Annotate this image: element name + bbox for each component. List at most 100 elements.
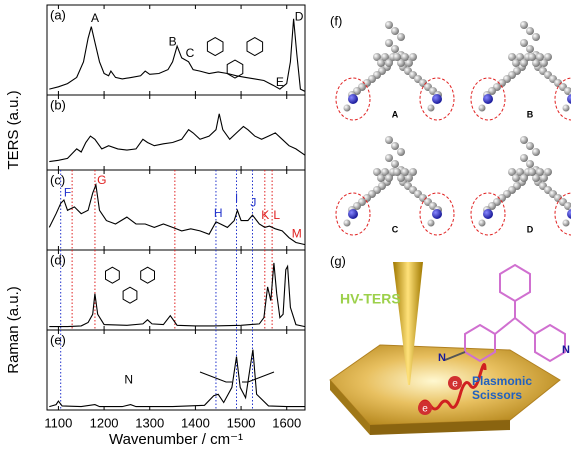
atom bbox=[409, 168, 417, 176]
x-tick-label: 1300 bbox=[135, 415, 164, 430]
spectrum-line bbox=[49, 113, 306, 163]
atom bbox=[508, 53, 516, 61]
substrate-edge bbox=[370, 420, 510, 435]
atom bbox=[536, 53, 544, 61]
structure-label: C bbox=[392, 224, 399, 234]
atom bbox=[381, 53, 389, 61]
atom bbox=[520, 136, 528, 144]
peak-label: G bbox=[97, 173, 106, 187]
highlight-ring bbox=[419, 77, 455, 121]
ring bbox=[140, 266, 155, 284]
ring bbox=[206, 37, 224, 57]
nitrogen-atom bbox=[348, 94, 358, 104]
molecule-sketch bbox=[105, 266, 155, 304]
atom bbox=[516, 53, 524, 61]
electron-label: e bbox=[452, 379, 458, 390]
amine-label: N bbox=[562, 344, 570, 356]
highlight-ring bbox=[335, 77, 371, 121]
atom bbox=[540, 59, 548, 67]
atom bbox=[385, 59, 393, 67]
molecule bbox=[464, 263, 566, 363]
electron-label: e bbox=[422, 404, 428, 415]
atom bbox=[427, 219, 435, 227]
panel-label: (g) bbox=[330, 253, 346, 268]
atom bbox=[427, 104, 435, 112]
peak-label: M bbox=[292, 226, 302, 240]
atom bbox=[520, 21, 528, 29]
atom bbox=[397, 59, 405, 67]
atom bbox=[564, 202, 571, 210]
atom bbox=[478, 219, 486, 227]
atom bbox=[401, 53, 409, 61]
amine-label: N bbox=[438, 352, 446, 364]
nitrogen-atom bbox=[348, 209, 358, 219]
atom bbox=[385, 154, 393, 162]
molecule-sketch bbox=[199, 371, 232, 383]
atom bbox=[532, 33, 540, 41]
highlight-ring bbox=[419, 192, 455, 236]
atom bbox=[343, 104, 351, 112]
atom bbox=[385, 174, 393, 182]
atom bbox=[373, 168, 381, 176]
structure-label: B bbox=[527, 109, 534, 119]
panel-label: (d) bbox=[50, 252, 66, 267]
atom bbox=[562, 219, 570, 227]
atom bbox=[512, 174, 520, 182]
molecule-sketch bbox=[242, 371, 275, 383]
nitrogen-atom bbox=[567, 209, 571, 219]
atom bbox=[377, 59, 385, 67]
peak-label: N bbox=[124, 373, 133, 387]
molecule-sketch bbox=[206, 37, 264, 79]
electron bbox=[418, 401, 432, 415]
x-tick-label: 1600 bbox=[272, 415, 301, 430]
peak-label: E bbox=[276, 75, 284, 89]
atom bbox=[391, 45, 399, 53]
ring bbox=[226, 59, 244, 79]
atom bbox=[385, 39, 393, 47]
atom bbox=[377, 174, 385, 182]
panel-frame bbox=[46, 249, 306, 331]
atom bbox=[391, 27, 399, 35]
peak-label: J bbox=[250, 196, 256, 210]
atom bbox=[520, 154, 528, 162]
atom bbox=[526, 45, 534, 53]
x-axis-label: Wavenumber / cm⁻¹ bbox=[109, 431, 243, 448]
peak-label: H bbox=[214, 206, 223, 220]
atom bbox=[405, 59, 413, 67]
panel-label: (e) bbox=[50, 332, 66, 347]
peak-label: A bbox=[91, 11, 99, 25]
panel-label: (b) bbox=[50, 97, 66, 112]
ring bbox=[105, 266, 120, 284]
atom bbox=[397, 148, 405, 156]
atom bbox=[405, 174, 413, 182]
spectrum-line bbox=[48, 182, 306, 246]
spectrum-line bbox=[49, 349, 305, 408]
electron bbox=[448, 376, 462, 390]
illustrations: (f) (g) A B C D e e N N HV-TERS Plasmonic Sc… bbox=[329, 13, 571, 435]
spectrum-line bbox=[49, 18, 306, 92]
atom bbox=[343, 219, 351, 227]
atom bbox=[544, 168, 552, 176]
substrate-edge bbox=[330, 380, 370, 435]
panel-frame bbox=[46, 329, 306, 411]
x-tick-label: 1100 bbox=[44, 415, 72, 430]
atom bbox=[401, 168, 409, 176]
spectra-panels: (a) A BC D E TERS (a.u.) (b) (c)F G HI JK LM (d) Rama… bbox=[5, 4, 306, 448]
atom bbox=[532, 174, 540, 182]
structure-label: A bbox=[392, 109, 399, 119]
atom bbox=[478, 104, 486, 112]
bond bbox=[444, 351, 466, 361]
atom bbox=[526, 27, 534, 35]
tip bbox=[393, 262, 423, 385]
peak-label: K bbox=[261, 208, 269, 222]
nitrogen-atom bbox=[483, 209, 493, 219]
atom bbox=[532, 148, 540, 156]
highlight-ring bbox=[470, 192, 506, 236]
atom bbox=[391, 160, 399, 168]
atom bbox=[528, 53, 536, 61]
atom bbox=[393, 53, 401, 61]
spectrum-line bbox=[49, 262, 306, 328]
tip-label: HV-TERS bbox=[340, 291, 401, 307]
x-tick-label: 1400 bbox=[181, 415, 210, 430]
